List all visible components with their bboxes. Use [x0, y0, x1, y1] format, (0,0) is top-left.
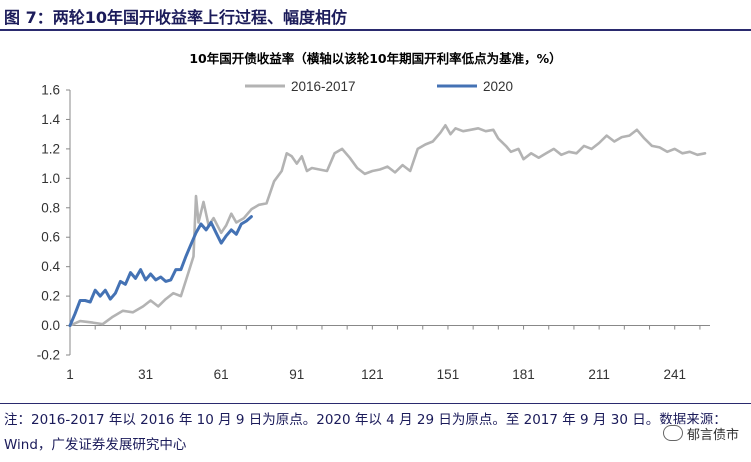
header-divider: [0, 29, 751, 31]
y-tick-label: 0.4: [41, 259, 60, 274]
series-line-2020: [68, 215, 253, 328]
footer-divider: [0, 403, 751, 404]
wechat-icon: [662, 425, 683, 441]
y-tick-label: 0.2: [41, 289, 60, 304]
legend-label: 2016-2017: [291, 79, 356, 94]
x-tick-label: 31: [138, 367, 153, 382]
yield-chart: 2016-2017 2020 -0.2 0.0 0.2 0.4 0.6 0.8 1.0 1.2 1…: [37, 79, 710, 382]
legend-label: 2020: [483, 79, 513, 94]
chart-series: [68, 124, 707, 328]
x-tick-label: 211: [588, 367, 610, 382]
x-tick-label: 241: [663, 367, 686, 382]
y-tick-label: 1.0: [41, 171, 60, 186]
y-tick-label: -0.2: [37, 348, 60, 363]
figure-header: 图 7：两轮10年国开收益率上行过程、幅度相仿: [0, 0, 751, 31]
figure-title: 图 7：两轮10年国开收益率上行过程、幅度相仿: [4, 8, 347, 27]
chart-title: 10年国开债收益率（横轴以该轮10年期国开利率低点为基准，%）: [189, 51, 562, 66]
y-tick-label: 0.6: [41, 230, 60, 245]
chart-legend: 2016-2017 2020: [245, 79, 513, 94]
y-tick-label: 1.6: [41, 83, 60, 98]
chart-axes: -0.2 0.0 0.2 0.4 0.6 0.8 1.0 1.2 1.4 1.6 1 31 61 91 12…: [37, 83, 710, 382]
x-tick-label: 1: [66, 367, 74, 382]
source-note: 注：2016-2017 年以 2016 年 10 月 9 日为原点。2020 年…: [4, 412, 727, 453]
watermark: 郁言债市: [658, 424, 743, 443]
y-tick-label: 1.2: [41, 141, 60, 156]
x-tick-label: 121: [361, 367, 384, 382]
y-tick-label: 0.0: [41, 318, 60, 333]
y-tick-label: 0.8: [41, 200, 60, 215]
watermark-label: 郁言债市: [686, 428, 739, 443]
x-tick-label: 61: [214, 367, 229, 382]
x-tick-label: 151: [437, 367, 460, 382]
series-line-2016-2017: [68, 124, 707, 327]
x-tick-label: 181: [512, 367, 535, 382]
x-tick-label: 91: [289, 367, 304, 382]
y-tick-label: 1.4: [41, 112, 60, 127]
